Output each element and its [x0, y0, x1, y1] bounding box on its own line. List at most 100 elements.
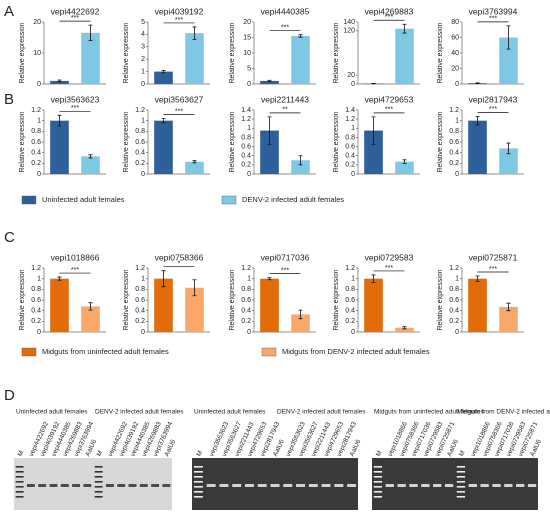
bar — [154, 71, 173, 84]
gel-band — [193, 486, 203, 488]
y-tick-label: 0 — [351, 81, 355, 88]
gel-lane-label: M — [375, 450, 384, 458]
y-tick-label: 0 — [455, 81, 459, 88]
y-axis-label: Relative expression — [437, 22, 444, 83]
y-axis-label: Relative expression — [19, 22, 26, 83]
y-tick-label: 0.4 — [135, 308, 145, 315]
y-tick-label: 0.8 — [31, 128, 41, 135]
gel-band — [15, 486, 24, 488]
bar — [499, 148, 518, 174]
significance: *** — [385, 14, 393, 21]
gel-band — [283, 484, 293, 487]
y-tick-label: 140 — [343, 19, 355, 26]
y-tick-label: 1.2 — [135, 265, 145, 272]
gel-band — [527, 484, 537, 487]
y-tick-label: 40 — [451, 50, 459, 57]
gel-band — [385, 484, 394, 487]
bar — [260, 278, 279, 332]
error-bar — [57, 79, 62, 83]
gel-band — [270, 484, 280, 487]
y-axis-label: Relative expression — [229, 111, 236, 172]
y-tick-label: 0.4 — [449, 150, 459, 157]
legend-swatch — [21, 347, 37, 357]
y-tick-label: 0.6 — [449, 297, 459, 304]
y-tick-label: 0.6 — [449, 139, 459, 146]
y-tick-label: 0.4 — [241, 308, 251, 315]
gel-group-label: Midguts from DENV-2 infected adult femal… — [457, 409, 550, 416]
gel-band — [139, 484, 148, 487]
chart-title: vepi4039192 — [155, 6, 204, 16]
chart-title: vepi0758366 — [155, 252, 204, 262]
y-tick-label: 0 — [247, 171, 251, 178]
gel-band — [373, 496, 383, 498]
y-axis-label: Relative expression — [19, 269, 26, 330]
gel-band — [504, 484, 513, 487]
error-bar — [506, 25, 511, 50]
error-bar — [192, 279, 197, 297]
significance: *** — [281, 267, 289, 274]
error-bar — [371, 116, 376, 145]
bar — [81, 156, 100, 174]
y-tick-label: 80 — [451, 19, 459, 26]
y-tick-label: 0 — [37, 81, 41, 88]
gel-band — [72, 484, 81, 487]
gel-band — [26, 484, 35, 487]
y-tick-label: 0 — [141, 81, 145, 88]
significance: *** — [71, 267, 79, 274]
gel-group-label: Midguts from uninfected adult females — [374, 409, 485, 416]
y-axis-label: Relative expression — [229, 22, 236, 83]
y-tick-label: 0 — [141, 171, 145, 178]
gel-group-label: DENV-2 infected adult females — [95, 409, 184, 416]
y-tick-label: 1 — [247, 125, 251, 132]
panel-label: D — [4, 387, 15, 404]
y-tick-label: 20 — [243, 19, 251, 26]
legend-label: Midguts from uninfected adult females — [42, 347, 169, 356]
y-tick-label: 0 — [37, 329, 41, 336]
y-tick-label: 1.2 — [345, 265, 355, 272]
y-tick-label: 0 — [455, 329, 459, 336]
y-tick-label: 0.6 — [135, 139, 145, 146]
y-tick-label: 4 — [141, 31, 145, 38]
y-tick-label: 0.8 — [241, 134, 251, 141]
gel-band — [193, 466, 203, 468]
error-bar — [161, 69, 166, 74]
bar — [50, 278, 69, 332]
chart-title: vepi4269883 — [365, 6, 414, 16]
gel-band — [456, 496, 466, 498]
gel-band — [347, 484, 357, 487]
chart-title: vepi3563627 — [155, 94, 204, 104]
gel-band — [444, 484, 454, 487]
gel-band — [468, 484, 477, 487]
gel-lane-label: AalU6 — [349, 438, 363, 457]
gel-band — [94, 491, 103, 493]
gel-band — [15, 476, 24, 478]
legend-swatch — [221, 195, 237, 205]
gel-lane-label: M — [96, 450, 105, 458]
y-axis-label: Relative expression — [19, 111, 26, 172]
significance: *** — [489, 16, 497, 23]
gel-band — [151, 484, 160, 487]
y-tick-label: 1.4 — [241, 107, 251, 114]
y-axis-label: Relative expression — [229, 269, 236, 330]
gel-band — [373, 471, 383, 473]
y-tick-label: 1 — [141, 276, 145, 283]
gel-band — [193, 481, 203, 483]
gel-band — [456, 466, 466, 468]
y-tick-label: 0.4 — [31, 150, 41, 157]
chart-title: vepi4422692 — [51, 6, 100, 16]
y-tick-label: 60 — [451, 34, 459, 41]
y-tick-label: 1 — [351, 276, 355, 283]
gel-image — [14, 458, 172, 510]
y-tick-label: 10 — [33, 50, 41, 57]
y-tick-label: 1 — [37, 276, 41, 283]
gel-band — [193, 471, 203, 473]
y-tick-label: 15 — [243, 34, 251, 41]
gel-band — [193, 476, 203, 478]
bar — [81, 306, 100, 332]
y-axis-label: Relative expression — [333, 22, 340, 83]
chart-title: vepi4440385 — [261, 6, 310, 16]
chart-title: vepi2211443 — [261, 94, 309, 104]
y-tick-label: 5 — [141, 19, 145, 26]
bar — [499, 37, 518, 84]
y-tick-label: 0.2 — [31, 160, 41, 167]
